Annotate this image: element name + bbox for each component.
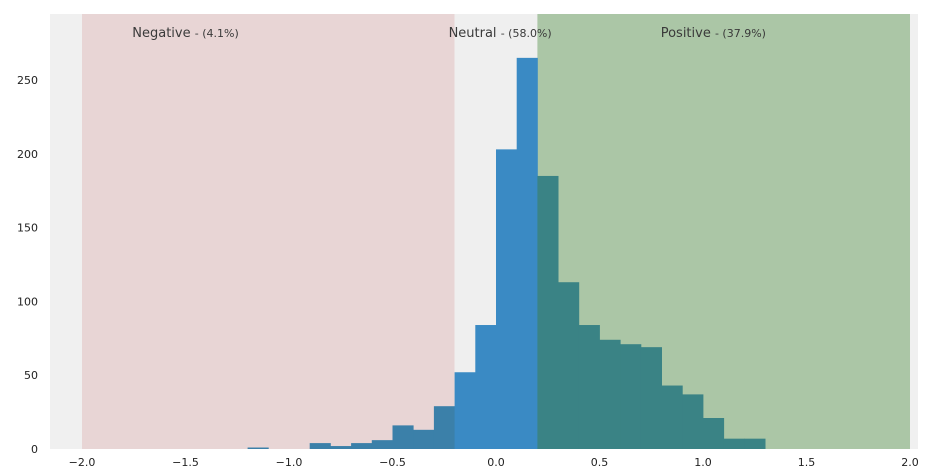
histogram-bar [703, 418, 725, 449]
histogram-bar [330, 446, 352, 449]
x-axis-ticks: −2.0 −1.5 −1.0 −0.5 0.0 0.5 1.0 1.5 2.0 [69, 456, 919, 469]
x-tick-label: 1.5 [798, 456, 816, 469]
x-tick-label: 0.5 [591, 456, 609, 469]
histogram-bar [309, 443, 331, 449]
region-percentage: - (37.9%) [715, 27, 766, 40]
histogram-bar [537, 175, 559, 449]
histogram-bar [475, 325, 497, 449]
region-percentage: - (58.0%) [501, 27, 552, 40]
x-tick-label: −2.0 [69, 456, 96, 469]
histogram-bar [620, 344, 642, 449]
region-name: Negative [132, 26, 194, 41]
x-tick-label: −1.5 [172, 456, 199, 469]
histogram-bar [578, 325, 600, 449]
region-negative [82, 14, 455, 449]
x-tick-label: 0.0 [487, 456, 505, 469]
histogram-bars [247, 57, 766, 450]
region-label-neutral: Neutral - (58.0%) [449, 26, 552, 41]
histogram-bar [433, 406, 455, 449]
x-tick-label: −1.0 [276, 456, 303, 469]
y-tick-label: 200 [17, 148, 38, 161]
histogram-bar [661, 385, 683, 449]
y-tick-label: 50 [24, 369, 38, 382]
histogram-bar [558, 282, 580, 449]
histogram-bar [640, 347, 662, 449]
x-tick-label: 2.0 [901, 456, 919, 469]
y-tick-label: 150 [17, 222, 38, 235]
histogram-bar [413, 429, 435, 449]
region-label-negative: Negative - (4.1%) [132, 26, 238, 41]
region-percentage: - (4.1%) [195, 27, 239, 40]
x-tick-label: 1.0 [694, 456, 712, 469]
region-name: Neutral [449, 26, 501, 41]
histogram-bar [496, 149, 518, 449]
y-tick-label: 0 [31, 443, 38, 456]
histogram-bar [351, 443, 373, 449]
histogram-bar [516, 57, 538, 450]
y-axis-ticks: 0 50 100 150 200 250 [17, 74, 38, 456]
histogram-bar [599, 339, 621, 449]
histogram-bar [723, 438, 745, 449]
histogram-bar [247, 447, 269, 449]
histogram-bar [371, 440, 393, 449]
histogram-bar [454, 372, 476, 449]
region-labels: Negative - (4.1%) Neutral - (58.0%) Positi… [132, 26, 766, 41]
region-name: Positive [661, 26, 715, 41]
histogram-bar [744, 438, 766, 449]
y-tick-label: 100 [17, 295, 38, 308]
x-tick-label: −0.5 [379, 456, 406, 469]
histogram-bar [682, 394, 704, 449]
y-tick-label: 250 [17, 74, 38, 87]
region-label-positive: Positive - (37.9%) [661, 26, 766, 41]
histogram-bar [392, 425, 414, 449]
